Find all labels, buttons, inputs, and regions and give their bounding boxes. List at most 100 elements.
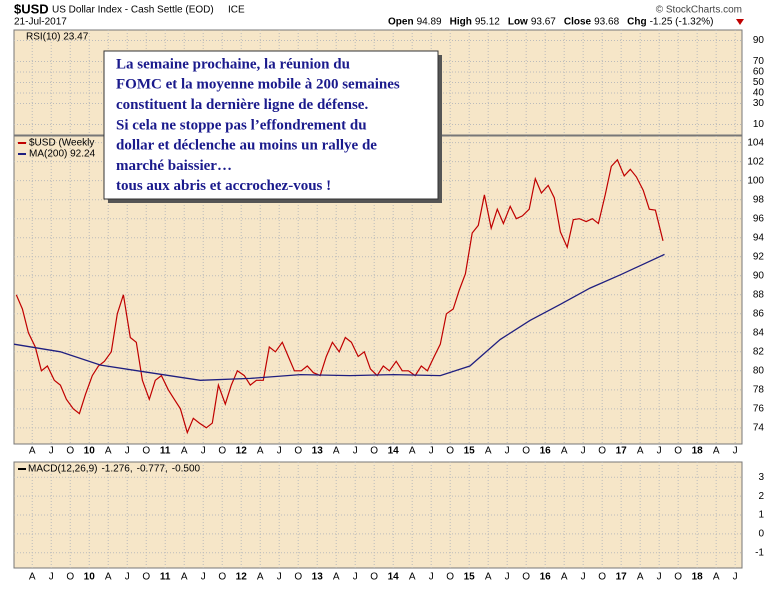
x-tick-label: A bbox=[29, 446, 36, 457]
down-arrow bbox=[736, 19, 744, 25]
x-tick-label: 14 bbox=[388, 572, 400, 583]
y-tick-label: 102 bbox=[747, 156, 764, 167]
y-tick-label: 1 bbox=[758, 510, 764, 521]
y-tick-label: 94 bbox=[753, 232, 765, 243]
x-tick-label: J bbox=[277, 572, 282, 583]
x-tick-label: O bbox=[598, 572, 606, 583]
macd-label: -0.777, bbox=[137, 464, 168, 475]
x-tick-label: O bbox=[446, 446, 454, 457]
x-tick-label: O bbox=[218, 446, 226, 457]
exchange: ICE bbox=[228, 5, 245, 16]
x-tick-label: J bbox=[201, 446, 206, 457]
x-tick-label: 15 bbox=[464, 572, 476, 583]
y-tick-label: 2 bbox=[758, 491, 764, 502]
x-tick-label: O bbox=[522, 572, 530, 583]
x-tick-label: A bbox=[257, 446, 264, 457]
x-tick-label: 12 bbox=[236, 572, 248, 583]
x-tick-label: A bbox=[561, 446, 568, 457]
x-tick-label: 17 bbox=[616, 572, 628, 583]
y-tick-label: 40 bbox=[753, 88, 765, 99]
y-tick-label: 78 bbox=[753, 384, 765, 395]
x-tick-label: A bbox=[409, 572, 416, 583]
y-tick-label: 86 bbox=[753, 308, 765, 319]
x-tick-label: 13 bbox=[312, 446, 324, 457]
x-tick-label: J bbox=[657, 572, 662, 583]
quote-label: Chg bbox=[627, 17, 646, 28]
x-tick-label: A bbox=[637, 572, 644, 583]
x-tick-label: A bbox=[333, 572, 340, 583]
quote-label: Low bbox=[508, 17, 528, 28]
legend-label: $USD (Weekly bbox=[29, 138, 94, 149]
legend-label: MA(200) 92.24 bbox=[29, 149, 96, 160]
x-tick-label: O bbox=[218, 572, 226, 583]
annotation-line: constituent la dernière ligne de défense… bbox=[116, 97, 368, 113]
y-tick-label: 70 bbox=[753, 56, 765, 67]
x-tick-label: J bbox=[505, 446, 510, 457]
x-tick-label: O bbox=[370, 446, 378, 457]
y-tick-label: 3 bbox=[758, 472, 764, 483]
x-tick-label: A bbox=[181, 572, 188, 583]
y-tick-label: 10 bbox=[753, 119, 765, 130]
x-tick-label: A bbox=[561, 572, 568, 583]
rsi-label: RSI(10) 23.47 bbox=[26, 32, 89, 43]
x-tick-label: J bbox=[353, 446, 358, 457]
x-tick-label: J bbox=[429, 446, 434, 457]
y-tick-label: 30 bbox=[753, 98, 765, 109]
x-tick-label: A bbox=[105, 446, 112, 457]
x-tick-label: 10 bbox=[84, 446, 96, 457]
x-tick-label: J bbox=[505, 572, 510, 583]
marks bbox=[13, 158, 665, 435]
x-tick-label: J bbox=[201, 572, 206, 583]
y-tick-label: 100 bbox=[747, 175, 764, 186]
x-tick-label: J bbox=[125, 446, 130, 457]
instrument-name: US Dollar Index - Cash Settle (EOD) bbox=[52, 5, 214, 16]
x-tick-label: 16 bbox=[540, 446, 552, 457]
annotation-line: FOMC et la moyenne mobile à 200 semaines bbox=[116, 77, 400, 93]
x-tick-label: 12 bbox=[236, 446, 248, 457]
x-tick-label: O bbox=[370, 572, 378, 583]
quote-value: 93.67 bbox=[531, 17, 556, 28]
x-tick-label: A bbox=[105, 572, 112, 583]
x-tick-label: A bbox=[637, 446, 644, 457]
series-line bbox=[13, 253, 665, 381]
macd-legend: MACD(12,26,9) -1.276, -0.777, -0.500 bbox=[18, 464, 201, 475]
x-tick-label: J bbox=[49, 572, 54, 583]
x-tick-label: A bbox=[181, 446, 188, 457]
x-tick-label: 11 bbox=[160, 572, 171, 583]
x-tick-label: O bbox=[66, 572, 74, 583]
x-tick-label: 17 bbox=[616, 446, 628, 457]
y-tick-label: -1 bbox=[755, 547, 764, 558]
y-tick-label: 82 bbox=[753, 346, 765, 357]
y-tick-label: 90 bbox=[753, 270, 765, 281]
quote: Open 94.89 High 95.12 Low 93.67 Close 93.68 Chg -… bbox=[388, 17, 714, 28]
x-tick-label: O bbox=[674, 446, 682, 457]
date: 21-Jul-2017 bbox=[14, 17, 67, 28]
y-tick-label: 80 bbox=[753, 365, 765, 376]
y-tick-label: 90 bbox=[753, 35, 765, 46]
quote-value: 93.68 bbox=[594, 17, 619, 28]
y-tick-label: 0 bbox=[758, 529, 764, 540]
x-tick-label: O bbox=[598, 446, 606, 457]
y-tick-label: 60 bbox=[753, 67, 765, 78]
x-tick-label: A bbox=[713, 572, 720, 583]
y-tick-label: 50 bbox=[753, 77, 765, 88]
quote-value: 95.12 bbox=[475, 17, 500, 28]
x-tick-label: 10 bbox=[84, 572, 96, 583]
x-tick-label: O bbox=[674, 572, 682, 583]
quote-value: 94.89 bbox=[417, 17, 442, 28]
annotation-line: dollar et déclenche au moins un rallye d… bbox=[116, 138, 377, 154]
x-tick-label: A bbox=[333, 446, 340, 457]
x-tick-label: O bbox=[142, 572, 150, 583]
y-tick-label: 104 bbox=[747, 137, 764, 148]
x-tick-label: 13 bbox=[312, 572, 324, 583]
x-tick-label: J bbox=[125, 572, 130, 583]
x-tick-label: J bbox=[353, 572, 358, 583]
annotation: La semaine prochaine, la réunion du FOMC … bbox=[116, 56, 400, 194]
symbol: $USD bbox=[14, 1, 49, 16]
y-tick-label: 74 bbox=[753, 422, 765, 433]
annotation-line: tous aux abris et accrochez-vous ! bbox=[116, 178, 331, 194]
x-tick-label: A bbox=[485, 572, 492, 583]
x-tick-label: O bbox=[66, 446, 74, 457]
